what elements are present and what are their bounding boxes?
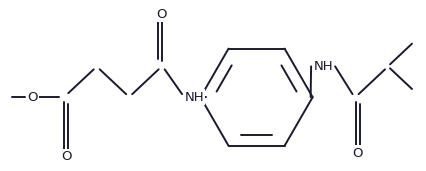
Text: O: O	[27, 91, 37, 104]
Text: NH: NH	[184, 91, 204, 104]
Text: O: O	[352, 147, 363, 160]
Text: NH: NH	[313, 60, 333, 73]
Text: O: O	[61, 150, 72, 163]
Text: O: O	[156, 8, 167, 21]
